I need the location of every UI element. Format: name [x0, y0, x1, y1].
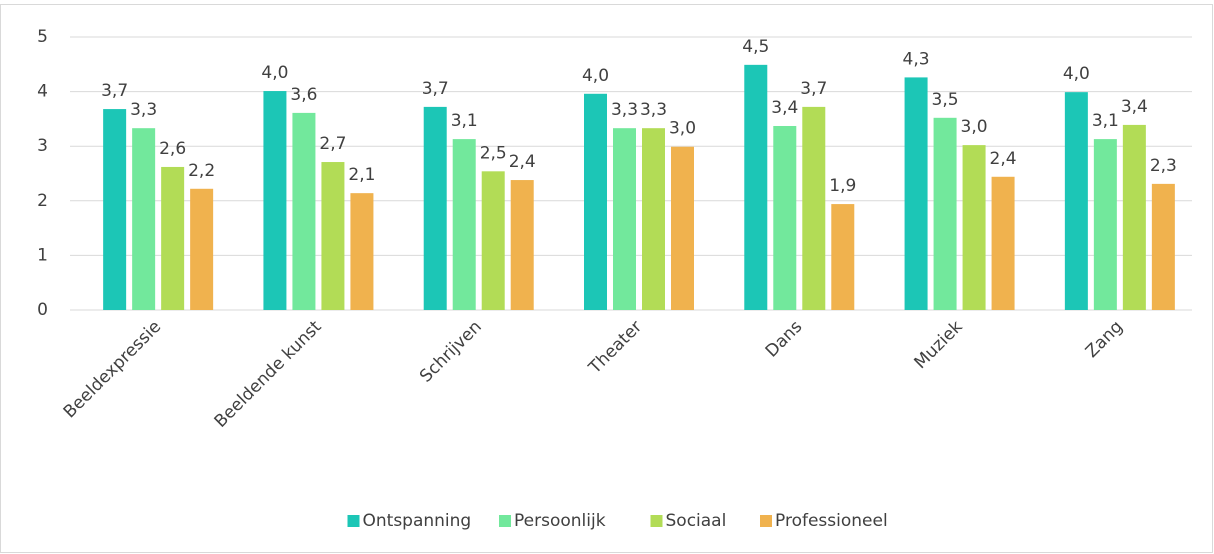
x-tick-label: Beeldende kunst [211, 317, 326, 432]
legend-swatch [347, 515, 360, 527]
x-tick-label: Schrijven [416, 317, 486, 387]
data-label: 2,4 [990, 149, 1017, 169]
bar [103, 109, 127, 311]
data-label: 1,9 [829, 176, 856, 196]
data-label: 2,5 [480, 143, 507, 163]
bar [1064, 92, 1088, 310]
bar [962, 145, 986, 310]
bar [350, 193, 374, 310]
bar [991, 176, 1015, 310]
bar [292, 112, 316, 310]
data-label: 2,7 [319, 134, 346, 154]
y-tick-label: 0 [37, 300, 48, 320]
data-label: 2,3 [1150, 156, 1177, 176]
y-tick-label: 5 [37, 27, 48, 47]
legend-swatch [760, 515, 772, 527]
data-label: 3,7 [800, 79, 827, 99]
data-label: 3,7 [101, 81, 128, 101]
legend-label: Sociaal [666, 511, 727, 531]
bar [190, 188, 214, 310]
bar [132, 128, 156, 310]
bar [452, 139, 476, 310]
bar [642, 128, 665, 310]
data-label: 2,4 [509, 152, 536, 172]
data-label: 4,0 [582, 66, 609, 86]
data-label: 3,3 [640, 100, 667, 120]
data-label: 3,1 [451, 111, 478, 131]
bar [1093, 139, 1117, 310]
bar [263, 91, 287, 310]
x-tick-label: Zang [1082, 317, 1127, 362]
data-label: 2,2 [188, 161, 215, 181]
y-tick-label: 3 [37, 136, 48, 156]
bar [481, 171, 505, 310]
data-label: 3,3 [130, 100, 157, 120]
bar [802, 106, 826, 310]
data-label: 3,4 [771, 98, 798, 118]
bar [904, 77, 928, 311]
bar [510, 180, 534, 310]
bar [1151, 183, 1175, 310]
data-label: 4,5 [742, 37, 769, 57]
x-tick-label: Theater [584, 317, 646, 379]
y-tick-label: 1 [37, 245, 48, 265]
y-tick-label: 4 [37, 82, 48, 102]
data-label: 3,3 [611, 100, 638, 120]
data-label: 3,1 [1092, 111, 1119, 131]
legend-label: Persoonlijk [514, 511, 606, 531]
data-label: 2,1 [348, 165, 375, 185]
bar [744, 64, 768, 310]
data-label: 2,6 [159, 139, 186, 159]
data-label: 3,6 [290, 85, 317, 105]
y-tick-label: 2 [37, 191, 48, 211]
bar [773, 125, 797, 310]
bar [831, 204, 855, 310]
legend-swatch [650, 515, 663, 527]
data-label: 4,3 [903, 49, 930, 69]
bar [613, 128, 636, 310]
chart-frame [0, 4, 1213, 553]
x-tick-label: Dans [762, 317, 807, 362]
bar [584, 93, 607, 310]
bar [423, 106, 447, 310]
data-label: 3,0 [961, 117, 988, 137]
data-label: 3,5 [932, 90, 959, 110]
bar [321, 162, 345, 310]
bar [671, 146, 694, 310]
x-tick-label: Beeldexpressie [60, 317, 165, 422]
data-label: 4,0 [1063, 64, 1090, 84]
data-label: 3,4 [1121, 97, 1148, 117]
bar [933, 117, 957, 310]
legend-swatch [499, 515, 511, 527]
x-tick-label: Muziek [910, 317, 966, 373]
bar [1122, 124, 1146, 310]
legend-label: Professioneel [775, 511, 888, 531]
bar [161, 166, 185, 310]
data-label: 3,7 [422, 79, 449, 99]
legend-label: Ontspanning [363, 511, 472, 531]
data-label: 4,0 [261, 63, 288, 83]
data-label: 3,0 [669, 119, 696, 139]
